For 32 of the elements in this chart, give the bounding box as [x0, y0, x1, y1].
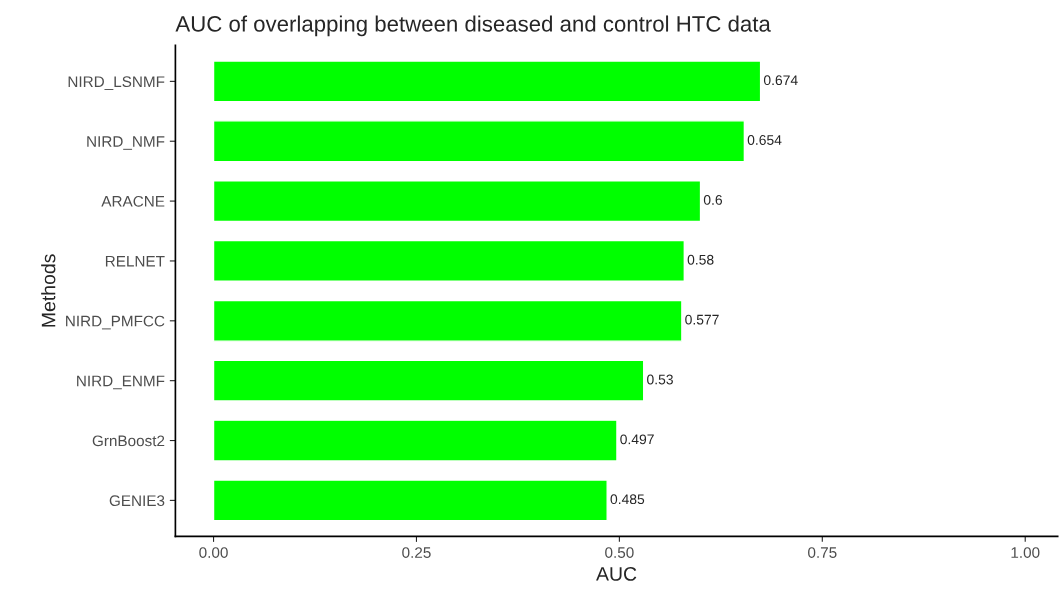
y-tick-label: NIRD_PMFCC: [66, 315, 165, 330]
data-label: 0.6: [703, 194, 723, 205]
bar: [212, 239, 686, 282]
x-tick-label: 0.00: [199, 547, 228, 558]
y-tick-label: GrnBoost2: [92, 435, 165, 447]
y-tick-label: NIRD_NMF: [87, 136, 165, 150]
bar: [212, 180, 702, 223]
x-tick-label: 0.50: [605, 547, 634, 558]
x-tick-label: 0.25: [402, 547, 431, 558]
y-tick-label: NIRD_LSNMF: [68, 76, 165, 90]
data-label: 0.674: [763, 75, 798, 86]
x-axis-title: AUC: [596, 567, 637, 581]
bar: [212, 359, 645, 402]
data-label: 0.654: [747, 135, 782, 145]
x-tick-label: 0.75: [808, 547, 837, 558]
chart-title: AUC of overlapping between diseased and control HTC data: [175, 15, 771, 37]
y-tick-label: GENIE3: [109, 495, 165, 507]
bar: [212, 299, 683, 342]
data-label: 0.485: [610, 494, 645, 505]
bar: [212, 419, 618, 462]
bar: [212, 60, 762, 103]
data-label: 0.53: [647, 374, 673, 385]
bar: [212, 479, 608, 522]
y-tick-label: ARACNE: [101, 195, 165, 207]
y-tick-label: NIRD_ENMF: [77, 375, 165, 390]
data-label: 0.58: [687, 254, 714, 265]
y-axis-title: Methods: [41, 254, 56, 327]
data-label: 0.577: [685, 314, 719, 325]
x-tick-label: 1.00: [1011, 547, 1040, 558]
bar: [212, 120, 746, 163]
y-tick-label: RELNET: [105, 255, 165, 267]
data-label: 0.497: [620, 434, 654, 445]
